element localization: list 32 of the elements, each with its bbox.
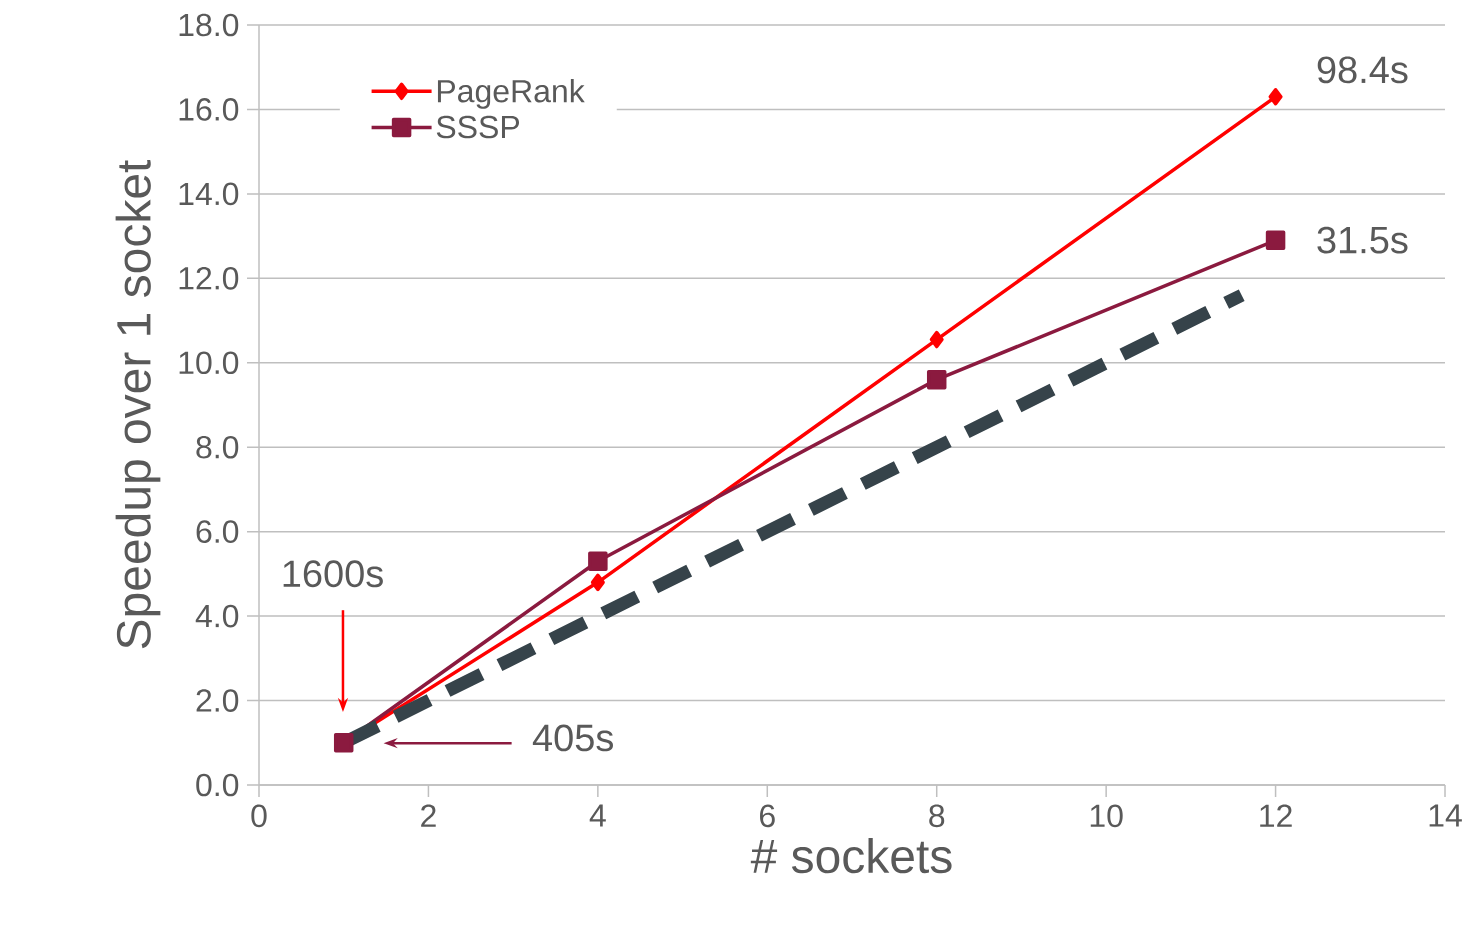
y-tick-label: 0.0 [196, 773, 239, 797]
x-axis-title: # sockets [750, 838, 952, 874]
point [588, 551, 608, 571]
legend-label: PageRank [437, 78, 585, 109]
x-tick-label: 4 [589, 804, 606, 827]
legend-label: SSSP [436, 115, 520, 139]
y-axis-title: Speedup over 1 socket [115, 159, 161, 649]
y-tick-label: 8.0 [196, 435, 239, 459]
x-tick-label: 14 [1429, 804, 1462, 827]
x-tick-label: 0 [251, 804, 267, 828]
annotation: 98.4s [1317, 56, 1408, 84]
y-tick-label: 6.0 [196, 520, 239, 543]
x-tick-label: 10 [1090, 804, 1123, 828]
x-tick-label: 12 [1260, 804, 1292, 827]
y-tick-label: 2.0 [196, 689, 239, 712]
annotation: 405s [532, 724, 613, 752]
y-tick-label: 4.0 [195, 604, 239, 628]
annotation: 31.5s [1317, 226, 1408, 254]
x-tick-label: 6 [760, 804, 775, 828]
y-tick-label: 14.0 [179, 182, 239, 206]
x-tick-label: 2 [421, 804, 436, 827]
point [590, 573, 605, 592]
point [929, 330, 944, 349]
point [1265, 230, 1286, 251]
y-tick-label: 16.0 [179, 98, 239, 121]
point [1268, 88, 1283, 106]
y-tick-label: 18.0 [179, 13, 239, 37]
x-tick-label: 8 [929, 804, 945, 828]
y-tick-label: 12.0 [179, 267, 239, 290]
y-tick-label: 10.0 [179, 351, 239, 375]
annotation: 1600s [283, 560, 383, 588]
point [926, 369, 947, 390]
